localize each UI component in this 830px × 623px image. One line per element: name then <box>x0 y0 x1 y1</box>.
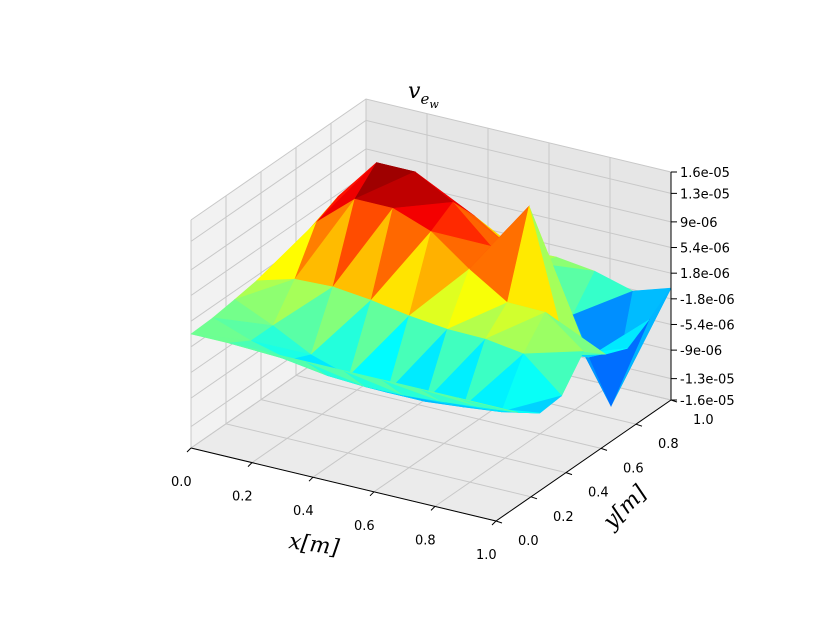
y-tick-mark <box>635 423 643 427</box>
z-tick-label: -9e-06 <box>680 344 722 359</box>
tick-labels-group: 0.0 0.2 0.4 0.6 0.8 1.0 0.0 0.2 0.4 0.6 0.8 1.0 -1.6… <box>171 166 735 563</box>
x-tick-mark <box>247 462 253 467</box>
y-tick-label: 0.8 <box>658 437 679 452</box>
y-tick-mark <box>530 496 538 500</box>
x-tick-label: 0.8 <box>415 533 436 548</box>
y-tick-label: 0.4 <box>588 486 609 501</box>
x-tick-mark <box>186 447 192 453</box>
y-tick-label: 1.0 <box>693 413 714 428</box>
x-tick-label: 0.4 <box>293 504 314 519</box>
y-tick-mark <box>495 520 503 524</box>
z-tick-label: 1.6e-05 <box>680 166 730 181</box>
y-tick-mark <box>565 472 573 476</box>
x-tick-label: 0.6 <box>354 519 375 534</box>
surface-group <box>190 162 672 414</box>
axes-group <box>186 171 678 526</box>
x-tick-label: 1.0 <box>476 548 497 563</box>
y-tick-mark <box>600 447 608 451</box>
x-axis-label: x[m] <box>287 529 341 561</box>
x-tick-mark <box>308 476 314 482</box>
z-tick-label: -1.6e-05 <box>680 394 735 409</box>
chart-title: vew <box>408 79 439 111</box>
z-tick-label: -1.8e-06 <box>680 293 735 308</box>
z-tick-label: 9e-06 <box>680 216 718 231</box>
z-tick-label: 1.8e-06 <box>680 267 730 282</box>
x-tick-mark <box>491 520 497 526</box>
z-tick-label: 5.4e-06 <box>680 242 730 257</box>
z-tick-label: -1.3e-05 <box>680 373 735 388</box>
z-tick-label: -5.4e-06 <box>680 318 735 333</box>
z-gridline <box>190 119 672 242</box>
x-tick-label: 0.2 <box>232 490 253 505</box>
y-tick-label: 0.6 <box>623 461 644 476</box>
x-tick-mark <box>369 491 375 497</box>
z-tick-label: 1.3e-05 <box>680 187 730 202</box>
x-tick-mark <box>430 506 436 511</box>
surface-facet <box>457 397 518 413</box>
x-axis-line <box>190 447 497 522</box>
x-tick-label: 0.0 <box>171 475 192 490</box>
y-axis-line <box>495 399 672 522</box>
y-tick-label: 0.2 <box>553 510 574 525</box>
z-gridline <box>190 98 672 221</box>
y-tick-label: 0.0 <box>518 534 539 549</box>
z-gridline <box>190 148 672 271</box>
